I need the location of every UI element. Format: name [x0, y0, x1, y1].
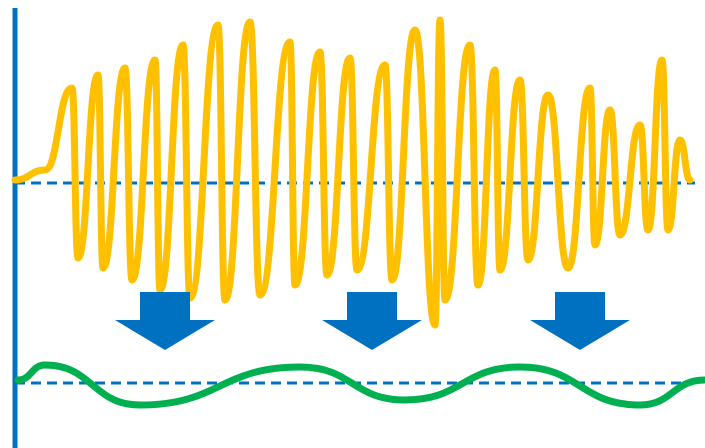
filtered-signal	[14, 361, 705, 409]
down-arrow	[322, 292, 422, 350]
raw-signal	[11, 16, 694, 329]
down-arrow	[115, 292, 215, 350]
down-arrow	[530, 292, 630, 350]
arrows	[115, 292, 630, 350]
